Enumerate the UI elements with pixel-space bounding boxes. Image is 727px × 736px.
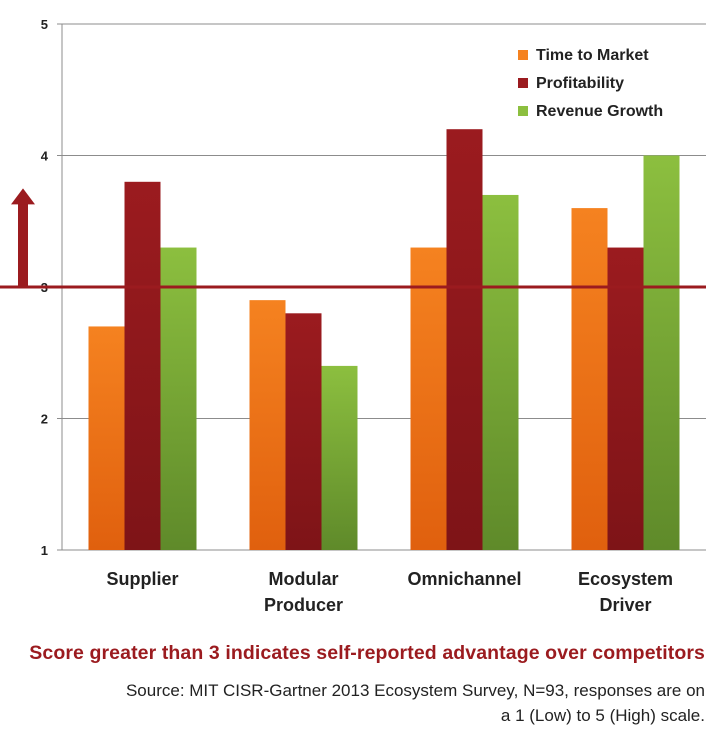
y-tick-label: 1	[41, 543, 48, 558]
bar	[124, 181, 161, 551]
legend-label: Revenue Growth	[536, 103, 663, 120]
arrow-up-icon	[11, 188, 35, 205]
bar	[285, 313, 322, 550]
legend-label: Time to Market	[536, 47, 649, 64]
legend-swatch	[518, 106, 528, 116]
legend-swatch	[518, 78, 528, 88]
bar-chart: 12345SupplierModularProducerOmnichannelE…	[0, 17, 706, 615]
arrow-shaft	[18, 202, 28, 287]
y-tick-label: 2	[41, 412, 48, 427]
y-tick-label: 5	[41, 17, 48, 32]
legend-label: Profitability	[536, 75, 624, 92]
source-line-2: a 1 (Low) to 5 (High) scale.	[500, 706, 705, 725]
bar	[410, 247, 447, 551]
chart: 12345SupplierModularProducerOmnichannelE…	[0, 17, 706, 615]
footnote-source: Source: MIT CISR-Gartner 2013 Ecosystem …	[0, 678, 705, 728]
bar	[643, 155, 680, 550]
x-tick-label: Ecosystem Driver	[578, 569, 673, 615]
bar	[482, 194, 519, 550]
bar	[88, 326, 125, 550]
bar	[160, 247, 197, 551]
legend-swatch	[518, 50, 528, 60]
bar	[571, 208, 608, 550]
bar	[321, 365, 358, 550]
bar	[446, 129, 483, 550]
bar	[249, 300, 286, 550]
x-tick-label: Omnichannel	[407, 569, 521, 589]
bar	[607, 247, 644, 551]
x-tick-label: Modular Producer	[264, 569, 343, 615]
x-tick-label: Supplier	[106, 569, 178, 589]
y-tick-label: 4	[41, 149, 49, 164]
source-line-1: Source: MIT CISR-Gartner 2013 Ecosystem …	[125, 681, 705, 700]
footnote-highlight: Score greater than 3 indicates self-repo…	[29, 642, 705, 664]
